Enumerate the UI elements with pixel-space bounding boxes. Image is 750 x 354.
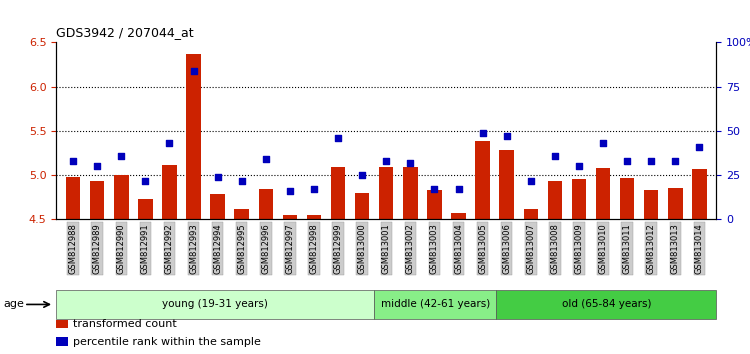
Text: GSM813014: GSM813014 [695,223,704,274]
Point [380,158,392,164]
Point [694,144,706,150]
Bar [596,168,610,219]
Point [621,158,633,164]
Text: GSM813013: GSM813013 [670,223,680,274]
Bar [548,181,562,219]
Point [476,130,488,136]
Text: GSM812998: GSM812998 [310,223,319,274]
Text: GSM813001: GSM813001 [382,223,391,274]
Text: age: age [4,299,25,309]
Point [501,133,513,139]
Bar [56,290,374,319]
Text: GSM813005: GSM813005 [478,223,487,274]
Point [308,187,320,192]
Bar [138,199,152,219]
Point [260,156,272,162]
Text: young (19-31 years): young (19-31 years) [162,299,268,309]
Point [404,160,416,166]
Bar [186,54,201,219]
Bar [307,215,321,219]
Bar [572,179,586,219]
Point [188,68,200,74]
Text: GSM812992: GSM812992 [165,223,174,274]
Text: middle (42-61 years): middle (42-61 years) [380,299,490,309]
Text: GSM812997: GSM812997 [286,223,295,274]
Point [645,158,657,164]
Text: old (65-84 years): old (65-84 years) [562,299,651,309]
Bar [56,337,68,346]
Text: GSM813009: GSM813009 [574,223,584,274]
Text: GSM812991: GSM812991 [141,223,150,274]
Point [140,178,152,183]
Point [669,158,681,164]
Bar [403,167,418,219]
Text: GSM813011: GSM813011 [622,223,632,274]
Text: GDS3942 / 207044_at: GDS3942 / 207044_at [56,26,194,39]
Bar [476,141,490,219]
Text: GSM812994: GSM812994 [213,223,222,274]
Point [428,187,440,192]
Bar [644,190,658,219]
Text: GSM812988: GSM812988 [68,223,77,274]
Bar [620,178,634,219]
Text: GSM813012: GSM813012 [646,223,656,274]
Text: GSM813010: GSM813010 [598,223,608,274]
Point [573,164,585,169]
Bar [355,193,370,219]
Point [211,174,223,180]
Point [332,135,344,141]
Text: GSM812990: GSM812990 [117,223,126,274]
Bar [427,190,442,219]
Bar [90,181,104,219]
Point [284,188,296,194]
Bar [500,149,514,219]
Point [356,172,368,178]
Text: GSM813007: GSM813007 [526,223,536,274]
Bar [66,177,80,219]
Bar [114,175,128,219]
Bar [331,167,345,219]
Text: GSM813008: GSM813008 [550,223,560,274]
Point [116,153,128,159]
Text: GSM812999: GSM812999 [334,223,343,274]
Text: GSM812995: GSM812995 [237,223,246,274]
Bar [692,169,706,219]
Text: GSM813002: GSM813002 [406,223,415,274]
Bar [283,215,297,219]
Bar [211,194,225,219]
Bar [235,209,249,219]
Point [525,178,537,183]
Text: GSM812993: GSM812993 [189,223,198,274]
Bar [524,209,538,219]
Point [92,164,104,169]
Bar [668,188,682,219]
Text: GSM812996: GSM812996 [261,223,270,274]
Text: GSM813004: GSM813004 [454,223,463,274]
Bar [379,167,394,219]
Bar [452,213,466,219]
Point [549,153,561,159]
Bar [56,320,68,328]
Bar [259,189,273,219]
Point [452,187,464,192]
Text: GSM813006: GSM813006 [503,223,512,274]
Point [236,178,248,183]
Text: GSM813003: GSM813003 [430,223,439,274]
Text: GSM812989: GSM812989 [93,223,102,274]
Point [67,158,79,164]
Text: transformed count: transformed count [73,319,176,329]
Text: GSM813000: GSM813000 [358,223,367,274]
Bar [374,290,496,319]
Bar [496,290,716,319]
Bar [162,165,177,219]
Text: percentile rank within the sample: percentile rank within the sample [73,337,261,347]
Point [597,141,609,146]
Point [164,141,176,146]
